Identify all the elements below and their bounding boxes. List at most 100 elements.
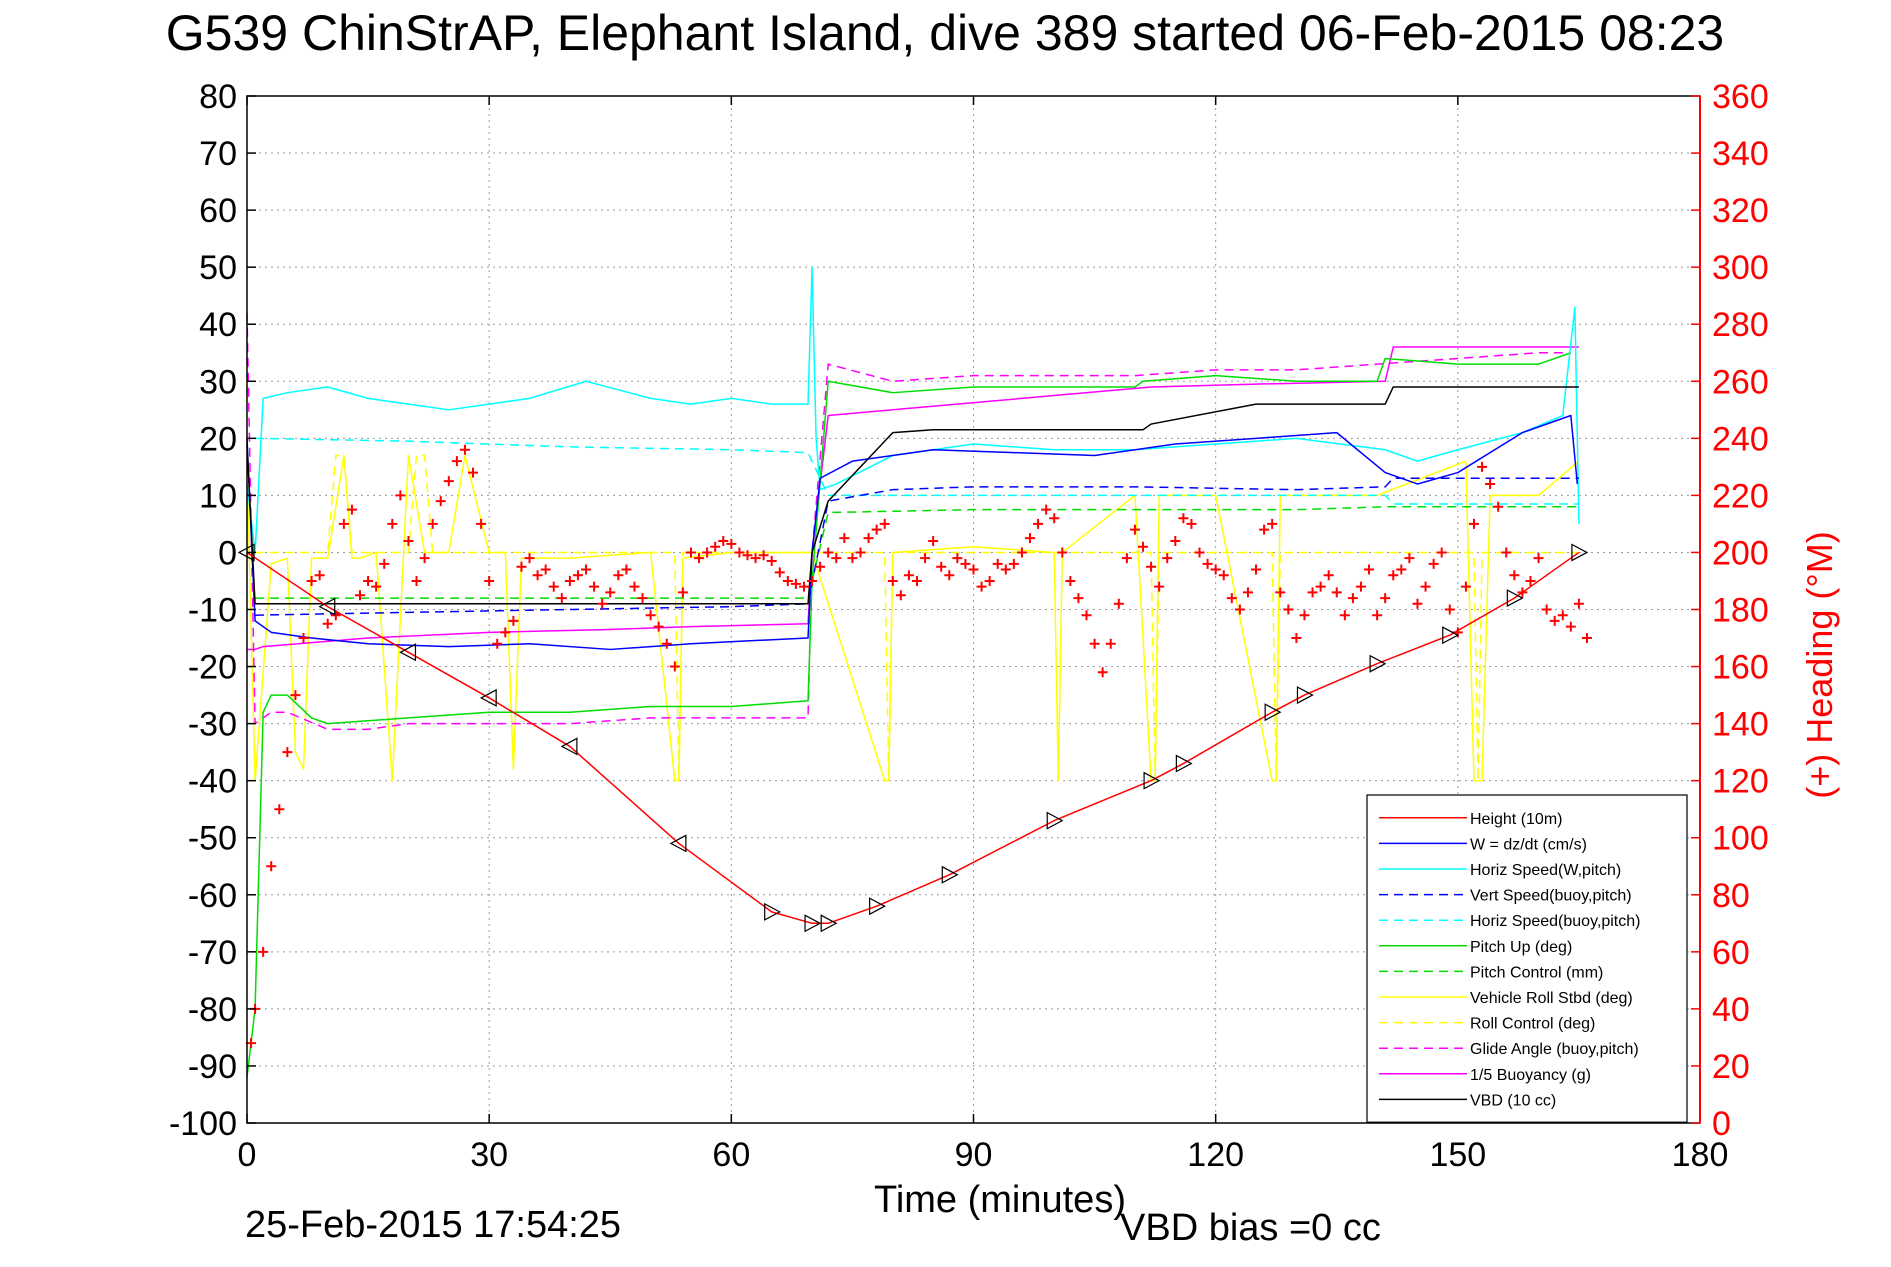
heading-point	[1412, 598, 1423, 609]
height-marker	[1296, 686, 1314, 705]
heading-point	[1388, 570, 1399, 581]
heading-point	[1549, 615, 1560, 626]
heading-point	[1000, 564, 1011, 575]
heading-point	[661, 638, 672, 649]
y-tick-label: -70	[188, 934, 237, 972]
heading-point	[1307, 587, 1318, 598]
heading-point	[1396, 564, 1407, 575]
heading-point	[581, 564, 592, 575]
heading-point	[726, 538, 737, 549]
heading-point	[1065, 575, 1076, 586]
heading-point	[532, 570, 543, 581]
height-marker	[669, 834, 687, 853]
footer-note: VBD bias =0 cc	[1120, 1207, 1381, 1249]
heading-point	[1468, 518, 1479, 529]
right-tick-label: 40	[1712, 991, 1750, 1029]
heading-point	[298, 633, 309, 644]
heading-point	[564, 575, 575, 586]
right-tick-label: 260	[1712, 363, 1769, 401]
x-tick-label: 30	[470, 1136, 508, 1174]
heading-point	[1573, 598, 1584, 609]
legend-entry: Glide Angle (buoy,pitch)	[1470, 1041, 1639, 1058]
height-marker	[1143, 771, 1161, 790]
right-tick-label: 100	[1712, 820, 1769, 858]
heading-point	[1267, 518, 1278, 529]
heading-point	[435, 496, 446, 507]
heading-point	[338, 518, 349, 529]
heading-point	[936, 561, 947, 572]
heading-point	[871, 524, 882, 535]
heading-point	[863, 533, 874, 544]
heading-point	[798, 581, 809, 592]
heading-point	[1242, 587, 1253, 598]
heading-point	[508, 615, 519, 626]
right-tick-label: 300	[1712, 249, 1769, 287]
heading-point	[363, 575, 374, 586]
heading-point	[1178, 513, 1189, 524]
right-tick-label: 80	[1712, 877, 1750, 915]
heading-point	[920, 553, 931, 564]
right-tick-label: 320	[1712, 192, 1769, 230]
heading-point	[411, 575, 422, 586]
right-tick-label: 240	[1712, 420, 1769, 458]
height-marker	[869, 897, 886, 916]
heading-point	[1444, 604, 1455, 615]
x-axis-label: Time (minutes)	[874, 1179, 1126, 1221]
heading-point	[387, 518, 398, 529]
heading-point	[702, 547, 713, 558]
heading-point	[653, 621, 664, 632]
heading-point	[1226, 593, 1237, 604]
heading-point	[685, 547, 696, 558]
y-tick-label: -50	[188, 820, 237, 858]
height-marker	[1442, 626, 1460, 645]
heading-point	[1315, 581, 1326, 592]
heading-point	[306, 575, 317, 586]
heading-point	[443, 476, 454, 487]
axis-layer: 0 30 60 90 120 150 18080706050403020100-10-20-…	[169, 78, 1769, 1174]
heading-point	[734, 547, 745, 558]
series-line	[255, 437, 1579, 505]
heading-point	[718, 536, 729, 547]
heading-point	[911, 575, 922, 586]
heading-point	[613, 570, 624, 581]
y-tick-label: -60	[188, 877, 237, 915]
heading-point	[1501, 547, 1512, 558]
heading-point	[282, 747, 293, 758]
right-tick-label: 220	[1712, 477, 1769, 515]
heading-point	[903, 570, 914, 581]
y-tick-label: -40	[188, 763, 237, 801]
heading-point	[1347, 593, 1358, 604]
heading-point	[1372, 610, 1383, 621]
heading-point	[1331, 587, 1342, 598]
heading-point	[1129, 524, 1140, 535]
heading-point	[1283, 604, 1294, 615]
right-tick-label: 180	[1712, 592, 1769, 630]
series-line	[246, 414, 1579, 651]
right-tick-label: 160	[1712, 649, 1769, 687]
heading-point	[1097, 667, 1108, 678]
heading-point	[516, 561, 527, 572]
y-tick-label: -30	[188, 706, 237, 744]
heading-point	[1339, 610, 1350, 621]
heading-point	[427, 518, 438, 529]
heading-point	[887, 575, 898, 586]
right-tick-label: 60	[1712, 934, 1750, 972]
height-marker	[1264, 703, 1282, 722]
heading-point	[807, 575, 818, 586]
heading-point	[500, 627, 511, 638]
height-marker	[399, 643, 417, 662]
legend-entry: 1/5 Buoyancy (g)	[1470, 1067, 1591, 1084]
heading-point	[1509, 570, 1520, 581]
heading-point	[1081, 610, 1092, 621]
heading-point	[758, 550, 769, 561]
heading-point	[330, 610, 341, 621]
heading-point	[1533, 553, 1544, 564]
heading-point	[1113, 598, 1124, 609]
x-tick-label: 150	[1429, 1136, 1486, 1174]
series-layer	[237, 266, 1592, 1078]
heading-point	[572, 570, 583, 581]
heading-point	[1105, 638, 1116, 649]
series-line	[255, 477, 1579, 616]
series-line	[255, 454, 1579, 782]
